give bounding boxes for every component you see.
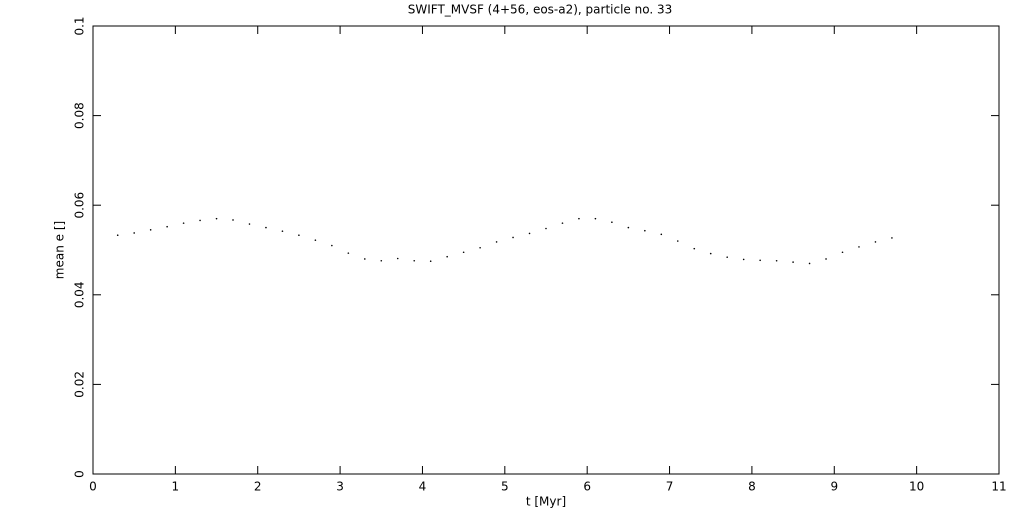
data-point <box>660 233 663 236</box>
data-point <box>775 259 778 262</box>
data-point <box>594 217 597 220</box>
data-point <box>726 256 728 258</box>
data-point <box>166 225 168 228</box>
data-point <box>380 259 383 262</box>
data-point <box>792 261 794 263</box>
y-tick-label: 0.1 <box>73 16 87 35</box>
data-point <box>314 239 317 241</box>
y-tick-label: 0.02 <box>73 371 87 398</box>
data-point <box>825 258 827 260</box>
data-point <box>396 257 399 260</box>
data-point <box>693 247 696 250</box>
y-tick-label: 0 <box>73 470 87 478</box>
x-tick-label: 0 <box>89 480 97 494</box>
data-point <box>281 230 284 232</box>
x-tick-label: 5 <box>501 480 509 494</box>
x-tick-label: 9 <box>830 480 838 494</box>
data-point <box>413 259 416 262</box>
y-axis-label: mean e [] <box>53 221 67 279</box>
data-point <box>841 251 844 254</box>
data-point <box>215 217 218 220</box>
data-point <box>545 227 547 230</box>
data-point <box>298 234 300 237</box>
data-point <box>858 246 860 248</box>
data-point <box>199 219 201 222</box>
data-point <box>462 251 465 254</box>
y-tick-label: 0.06 <box>73 192 87 219</box>
data-point <box>874 241 877 243</box>
data-point <box>479 246 481 249</box>
x-tick-label: 11 <box>991 480 1006 494</box>
plot-frame <box>92 25 1000 475</box>
data-point <box>627 226 630 229</box>
data-point <box>528 232 531 235</box>
y-tick-label: 0.04 <box>73 281 87 308</box>
data-point <box>611 221 613 224</box>
data-point <box>495 241 498 243</box>
data-point <box>676 240 679 242</box>
chart-title: SWIFT_MVSF (4+56, eos-a2), particle no. … <box>408 3 673 17</box>
data-point <box>133 232 135 234</box>
data-point <box>561 222 564 224</box>
data-point <box>808 262 811 265</box>
data-point <box>364 258 366 260</box>
data-point <box>232 219 234 221</box>
x-tick-label: 8 <box>748 480 756 494</box>
x-tick-label: 10 <box>909 480 924 494</box>
data-point <box>149 229 152 231</box>
data-point <box>644 229 646 232</box>
x-tick-label: 3 <box>336 480 344 494</box>
data-point <box>512 236 514 239</box>
data-point <box>248 223 251 225</box>
data-point <box>446 255 448 258</box>
data-point <box>347 252 350 254</box>
data-point <box>116 234 119 237</box>
x-tick-label: 6 <box>583 480 591 494</box>
data-point <box>742 258 745 261</box>
x-tick-label: 4 <box>419 480 427 494</box>
data-point <box>182 222 185 224</box>
x-tick-label: 7 <box>666 480 674 494</box>
data-point <box>429 260 432 263</box>
x-axis-label: t [Myr] <box>526 495 566 509</box>
x-tick-label: 2 <box>254 480 262 494</box>
x-tick-label: 1 <box>172 480 180 494</box>
data-point <box>265 226 267 229</box>
data-point <box>891 237 893 239</box>
data-point <box>331 244 333 247</box>
data-point <box>709 252 712 255</box>
data-point <box>759 259 761 262</box>
y-tick-label: 0.08 <box>73 102 87 129</box>
data-point <box>578 217 580 220</box>
